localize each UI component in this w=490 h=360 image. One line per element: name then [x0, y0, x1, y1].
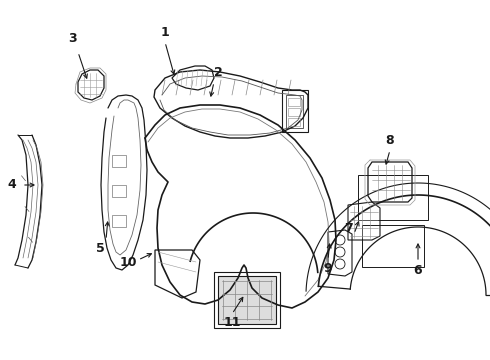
- Text: 4: 4: [8, 179, 16, 192]
- Bar: [112, 185, 126, 197]
- Bar: [112, 215, 126, 227]
- Bar: [288, 118, 300, 126]
- Text: 2: 2: [214, 66, 222, 78]
- Text: 6: 6: [414, 264, 422, 276]
- Bar: [362, 225, 424, 267]
- Text: 8: 8: [386, 134, 394, 147]
- Text: 7: 7: [343, 221, 352, 234]
- Text: 9: 9: [324, 261, 332, 274]
- Text: 3: 3: [68, 31, 76, 45]
- Text: 5: 5: [96, 242, 104, 255]
- Bar: [218, 276, 276, 324]
- Text: 1: 1: [161, 26, 170, 39]
- Text: 10: 10: [119, 256, 137, 269]
- Bar: [112, 155, 126, 167]
- Bar: [288, 98, 300, 106]
- Bar: [358, 175, 428, 220]
- Bar: [288, 108, 300, 116]
- Text: 11: 11: [223, 315, 241, 328]
